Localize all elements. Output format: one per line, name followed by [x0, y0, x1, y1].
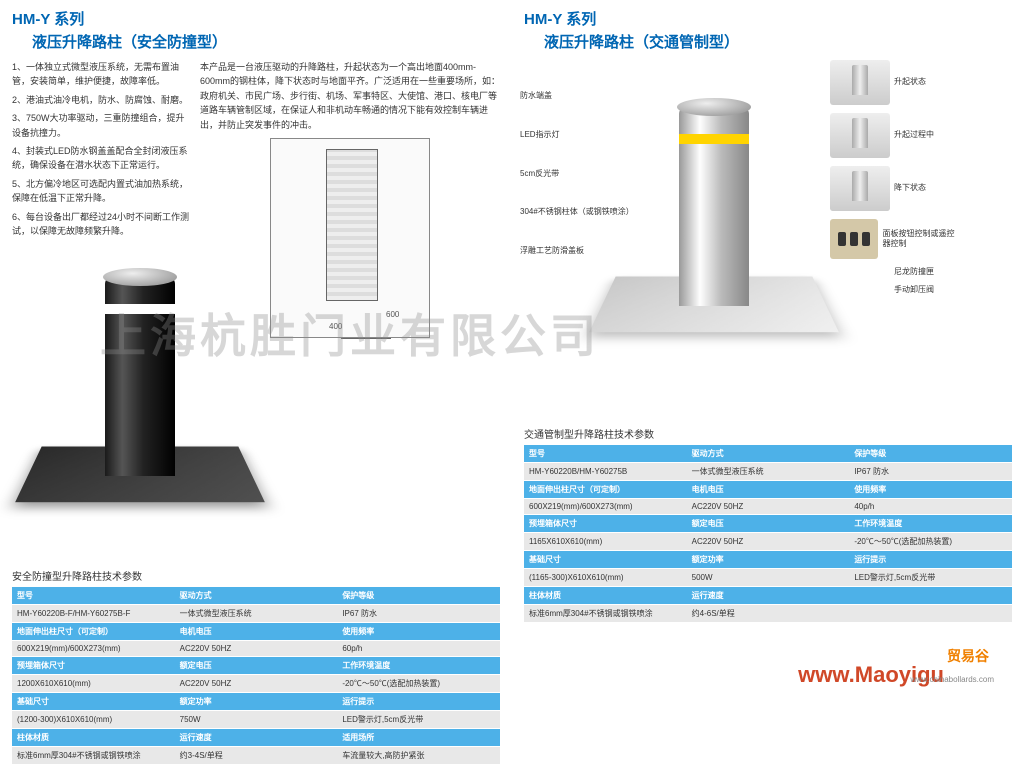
params-title-right: 交通管制型升降路柱技术参数 — [524, 426, 1012, 441]
product-desc: 本产品是一台液压驱动的升降路柱，升起状态为一个高出地面400mm-600mm的钢… — [200, 60, 500, 132]
spec-table-right: 型号驱动方式保护等级HM-Y60220B/HM-Y60275B一体式微型液压系统… — [524, 445, 1012, 623]
series-title-left: HM-Y 系列 — [12, 8, 500, 29]
bollard-steel-wrap: 防水端盖 LED指示灯 5cm反光带 304#不锈钢柱体（或钢铁喷涂） 浮雕工艺… — [524, 60, 824, 420]
state-thumb-down — [830, 166, 890, 211]
subtitle-right: 液压升降路柱（交通管制型） — [544, 31, 1012, 52]
state-row: 降下状态 — [830, 166, 960, 211]
state-row: 升起过程中 — [830, 113, 960, 158]
cn-url: www.chinabollards.com — [910, 675, 994, 684]
params-title-left: 安全防撞型升降路柱技术参数 — [12, 568, 500, 583]
left-panel: HM-Y 系列 液压升降路柱（安全防撞型） 1、一体独立式微型液压系统，无需布置… — [0, 0, 512, 692]
state-row: 尼龙防撞匣 — [830, 267, 960, 277]
state-row: 升起状态 — [830, 60, 960, 105]
brand-logo: 贸易谷 — [942, 644, 994, 668]
state-label: 升起状态 — [894, 77, 926, 87]
cross-section-diagram: 400 600 — [270, 138, 430, 338]
series-title-right: HM-Y 系列 — [524, 8, 1012, 29]
feature-item: 4、封装式LED防水钢盖盖配合全封闭液压系统，确保设备在潜水状态下正常运行。 — [12, 144, 192, 173]
state-label: 降下状态 — [894, 183, 926, 193]
feature-item: 3、750W大功率驱动，三重防撞组合，提升设备抗撞力。 — [12, 111, 192, 140]
state-thumb-mid — [830, 113, 890, 158]
right-panel: HM-Y 系列 液压升降路柱（交通管制型） 防水端盖 LED指示灯 5cm反光带… — [512, 0, 1024, 692]
feature-item: 6、每台设备出厂都经过24小时不间断工作测试，以保障无故障频繁升降。 — [12, 210, 192, 239]
state-label: 尼龙防撞匣 — [894, 267, 934, 277]
spec-table-left: 型号驱动方式保护等级HM-Y60220B-F/HM-Y60275B-F一体式微型… — [12, 587, 500, 765]
state-label: 面板按钮控制或遥控器控制 — [882, 229, 960, 250]
state-row: 面板按钮控制或遥控器控制 — [830, 219, 960, 259]
state-thumb-up — [830, 60, 890, 105]
state-label: 升起过程中 — [894, 130, 934, 140]
feature-item: 2、港油式油冷电机，防水、防腐蚀、耐磨。 — [12, 93, 192, 107]
bollard-black-image — [10, 256, 270, 536]
states-column: 升起状态 升起过程中 降下状态 面板按钮控制或遥控器控制 尼龙防撞匣 — [830, 60, 960, 420]
feature-item: 5、北方偏冷地区可选配内置式油加热系统，保障在低温下正常升降。 — [12, 177, 192, 206]
state-label: 手动卸压阀 — [894, 285, 934, 295]
feature-item: 1、一体独立式微型液压系统，无需布置油管，安装简单，维护便捷，故障率低。 — [12, 60, 192, 89]
state-row: 手动卸压阀 — [830, 285, 960, 295]
subtitle-left: 液压升降路柱（安全防撞型） — [32, 31, 500, 52]
